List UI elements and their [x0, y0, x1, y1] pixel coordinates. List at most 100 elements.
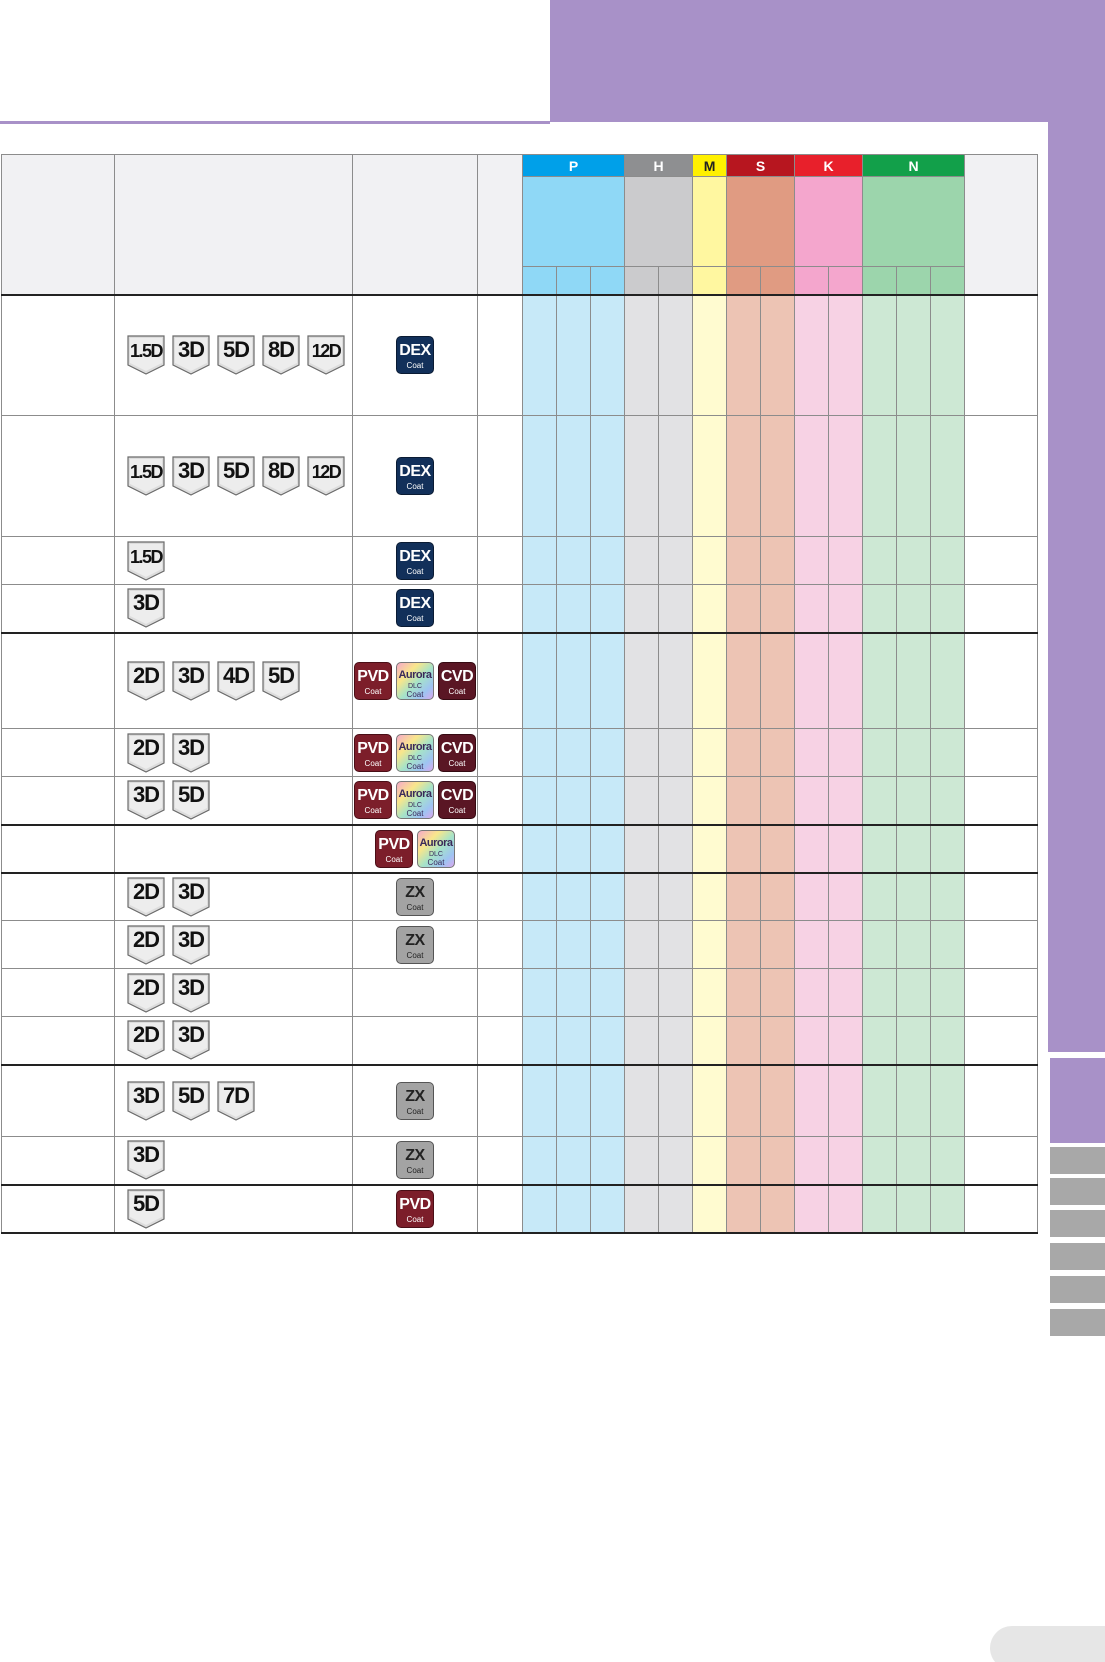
material-suitability-cell	[726, 1016, 762, 1065]
coat-badge-group: DEX Coat	[353, 336, 477, 375]
side-tab-2[interactable]	[1050, 1178, 1105, 1205]
tool-selection-table: P H M S K N 1.5D 3D 5D 8D 12D DEX Coat 1.5D 3D 5D 8D 12D D…	[1, 154, 1039, 1234]
spare-cell	[477, 920, 523, 969]
material-suitability-cell	[862, 823, 898, 873]
depth-shield-icon	[172, 780, 210, 820]
material-suitability-cell	[862, 1063, 898, 1137]
side-tab-4[interactable]	[1050, 1243, 1105, 1270]
depth-shield-icon	[172, 732, 210, 773]
side-tab-active[interactable]	[1050, 1058, 1105, 1143]
material-suitability-cell	[658, 968, 694, 1017]
tool-name-cell	[1, 1136, 115, 1185]
tool-name-cell	[1, 1183, 115, 1234]
material-group-k: K	[794, 154, 864, 177]
depth-shield-icon	[127, 1140, 165, 1180]
header-subcol-cell	[692, 266, 728, 295]
material-suitability-cell	[658, 823, 694, 873]
material-suitability-cell	[896, 871, 932, 921]
depth-shield-icon	[217, 661, 255, 701]
header-subcol-cell	[658, 266, 694, 295]
remarks-cell	[964, 1016, 1039, 1065]
material-suitability-cell	[556, 1016, 591, 1065]
table-body: P H M S K N 1.5D 3D 5D 8D 12D DEX Coat 1.5D 3D 5D 8D 12D D…	[1, 154, 1039, 1234]
side-tab-3[interactable]	[1050, 1210, 1105, 1237]
material-suitability-cell	[522, 1016, 557, 1065]
material-suitability-cell	[624, 871, 660, 921]
depth-badge-group: 2D 3D	[115, 972, 352, 1013]
material-suitability-cell	[760, 1063, 796, 1137]
depth-badge-group: 3D 5D 7D	[115, 1081, 352, 1121]
header-band	[550, 0, 1105, 122]
header-blank-cell-right	[964, 154, 1039, 295]
side-tab-1[interactable]	[1050, 1147, 1105, 1174]
coat-badge-group: PVD Coat Aurora DLC Coat CVD Coat	[353, 781, 477, 820]
material-suitability-cell	[896, 1063, 932, 1137]
material-suitability-cell	[624, 968, 660, 1017]
header-subcol-cell	[624, 266, 660, 295]
material-suitability-cell	[930, 415, 966, 537]
material-group-p: P	[521, 154, 626, 177]
material-suitability-cell	[930, 536, 966, 585]
material-suitability-cell	[930, 968, 966, 1017]
coat-badge-group: ZX Coat	[353, 877, 477, 916]
material-suitability-cell	[896, 1016, 932, 1065]
material-suitability-cell	[624, 823, 660, 873]
header-row-sub	[2, 176, 1038, 267]
material-suitability-cell	[828, 920, 864, 969]
tool-name-cell	[1, 823, 115, 873]
material-suitability-cell	[522, 728, 557, 777]
table-row: 5D PVD Coat	[1, 1183, 1039, 1234]
material-suitability-cell	[692, 293, 728, 416]
material-suitability-cell	[658, 1016, 694, 1065]
remarks-cell	[964, 728, 1039, 777]
material-suitability-cell	[794, 584, 830, 633]
depth-badge-group: 2D 3D	[115, 732, 352, 773]
depth-badge: 2D	[127, 661, 165, 701]
material-suitability-cell	[589, 1063, 626, 1137]
spare-cell	[477, 1063, 523, 1137]
side-band	[1048, 122, 1105, 1052]
depth-shield-icon	[172, 1020, 210, 1060]
remarks-cell	[964, 920, 1039, 969]
depth-badge: 3D	[172, 1020, 210, 1060]
depth-badge-group: 1.5D 3D 5D 8D 12D	[115, 456, 352, 496]
material-suitability-cell	[862, 415, 898, 537]
tool-name-cell	[1, 920, 115, 969]
side-tab-6[interactable]	[1050, 1309, 1105, 1336]
coating-cell: ZX Coat	[352, 1136, 478, 1185]
depth-shield-icon	[127, 780, 165, 820]
material-suitability-cell	[556, 1136, 591, 1185]
material-suitability-cell	[794, 1183, 830, 1234]
material-suitability-cell	[692, 584, 728, 633]
aurora-coat-badge: Aurora DLC Coat	[396, 733, 434, 772]
header-subcol-cell	[589, 266, 626, 295]
material-suitability-cell	[692, 728, 728, 777]
material-suitability-cell	[794, 1063, 830, 1137]
material-suitability-cell	[930, 293, 966, 416]
coating-cell: PVD Coat Aurora DLC Coat CVD Coat	[352, 728, 478, 777]
material-suitability-cell	[726, 1183, 762, 1234]
material-suitability-cell	[522, 871, 557, 921]
depth-shield-icon	[127, 456, 165, 496]
remarks-cell	[964, 536, 1039, 585]
table-row: 3D DEX Coat	[1, 584, 1039, 633]
remarks-cell	[964, 631, 1039, 729]
material-suitability-cell	[556, 728, 591, 777]
depth-shield-icon	[262, 456, 300, 496]
depth-badge: 3D	[172, 877, 210, 917]
coat-badge-group: DEX Coat	[353, 541, 477, 580]
material-suitability-cell	[828, 776, 864, 825]
material-suitability-cell	[589, 871, 626, 921]
material-suitability-cell	[556, 293, 591, 416]
material-suitability-cell	[658, 584, 694, 633]
spare-cell	[477, 871, 523, 921]
depth-badge: 5D	[127, 1188, 165, 1229]
depth-shield-icon	[172, 456, 210, 496]
side-tab-5[interactable]	[1050, 1276, 1105, 1303]
depth-shield-icon	[172, 1081, 210, 1121]
depth-badge: 2D	[127, 877, 165, 917]
depth-shield-icon	[217, 456, 255, 496]
material-suitability-cell	[862, 920, 898, 969]
material-suitability-cell	[828, 1183, 864, 1234]
